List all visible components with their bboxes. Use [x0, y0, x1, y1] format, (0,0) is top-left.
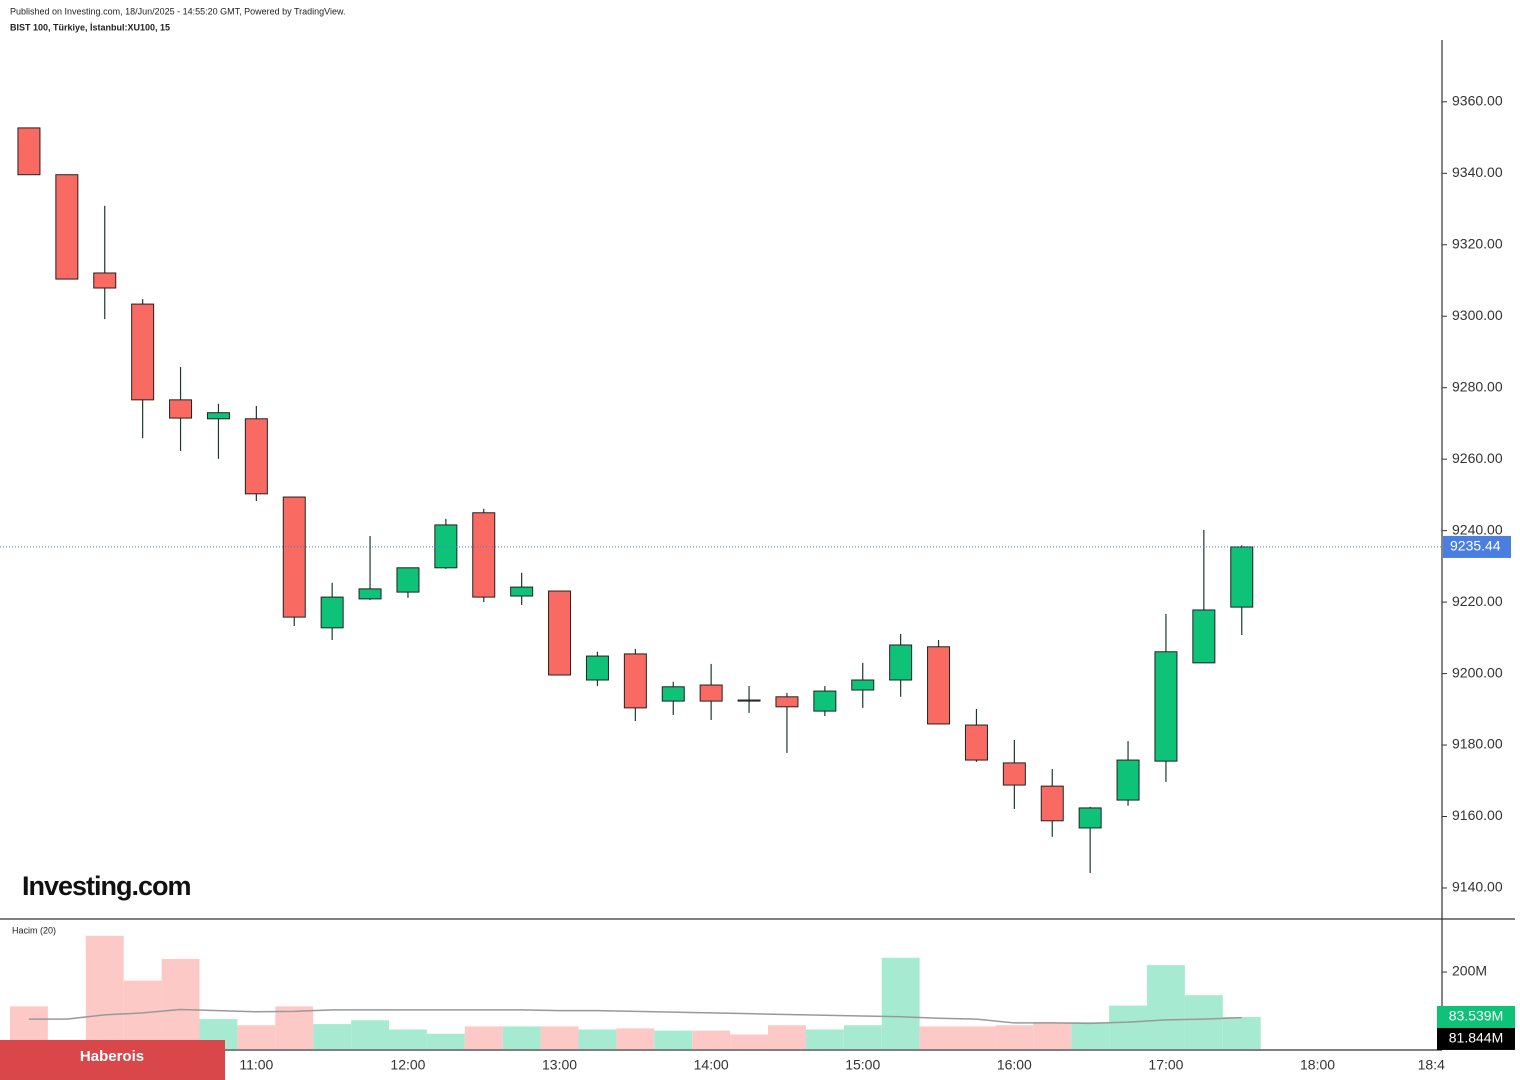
volume-bar: [313, 1024, 352, 1050]
candle-body: [93, 272, 117, 289]
volume-bar: [919, 1026, 958, 1050]
candle-body: [927, 646, 951, 725]
volume-bar: [1184, 995, 1223, 1050]
volume-bar: [995, 1025, 1034, 1050]
candle-body: [851, 679, 875, 691]
candle-body: [889, 644, 913, 681]
x-tick-label: 16:00: [997, 1057, 1032, 1073]
volume-bar: [237, 1025, 276, 1050]
x-tick-label: 15:00: [845, 1057, 880, 1073]
y-tick-label: 9180.00: [1452, 736, 1503, 752]
volume-bar: [881, 957, 920, 1050]
y-tick-label: 9240.00: [1452, 521, 1503, 537]
candle-body: [1002, 762, 1026, 786]
candle-body: [699, 684, 723, 702]
volume-bar: [389, 1029, 427, 1050]
candle-body: [510, 586, 534, 597]
x-tick-label: 13:00: [542, 1057, 577, 1073]
volume-bar: [1147, 965, 1185, 1050]
volume-bar: [161, 958, 200, 1050]
volume-bar: [843, 1025, 882, 1050]
candle-body: [17, 127, 41, 176]
x-tick-label: 14:00: [694, 1057, 729, 1073]
y-tick-label: 9340.00: [1452, 164, 1503, 180]
candle-body: [206, 412, 230, 420]
value-label: 81.844M: [1449, 1030, 1503, 1046]
value-badge: [1437, 1027, 1515, 1050]
y-tick-label: 9200.00: [1452, 664, 1503, 680]
value-badge: [1437, 1005, 1515, 1028]
y-tick-label: 9260.00: [1452, 450, 1503, 466]
x-tick-label: 18:4: [1418, 1057, 1445, 1073]
candle-body: [585, 655, 609, 681]
watermark-box: [0, 1040, 225, 1080]
volume-bar: [351, 1020, 389, 1050]
symbol-label: BIST 100, Türkiye, İstanbul:XU100, 15: [10, 22, 170, 32]
candle-body: [1040, 785, 1064, 822]
published-note: Published on Investing.com, 18/Jun/2025 …: [10, 6, 346, 16]
candle-body: [1116, 759, 1140, 801]
volume-bar: [957, 1026, 996, 1050]
volume-bar: [805, 1029, 844, 1050]
volume-bar: [123, 980, 162, 1050]
volume-bar: [540, 1026, 579, 1050]
watermark: Haberois: [80, 1048, 144, 1065]
x-tick-label: 12:00: [390, 1057, 425, 1073]
last-price-label: 9235.44: [1450, 538, 1501, 554]
volume-bar: [692, 1030, 731, 1050]
candle-body: [434, 524, 458, 569]
volume-bar: [275, 1006, 314, 1050]
candle-body: [661, 686, 685, 702]
volume-bar: [768, 1025, 806, 1050]
logo: Investing.com: [22, 871, 191, 901]
candle-body: [244, 418, 268, 495]
last-price-badge: [1443, 535, 1511, 558]
candle-body: [737, 699, 761, 702]
candle-body: [472, 512, 496, 598]
candle-body: [623, 653, 647, 709]
volume-bar: [1109, 1005, 1147, 1050]
x-tick-label: 11:00: [239, 1057, 273, 1073]
candle-body: [1154, 651, 1178, 762]
volume-bar: [654, 1030, 693, 1050]
y-tick-label: 9140.00: [1452, 879, 1503, 895]
y-tick-label: 9160.00: [1452, 807, 1503, 823]
volume-title: Hacim (20): [12, 925, 56, 935]
volume-bar: [502, 1026, 541, 1050]
candle-body: [358, 588, 382, 600]
volume-bar: [1033, 1022, 1072, 1050]
candle-body: [131, 303, 155, 401]
candle-body: [964, 724, 988, 761]
candle-body: [169, 399, 193, 419]
moving-average: [28, 1008, 1242, 1025]
y-tick-label: 200M: [1452, 963, 1487, 979]
candle-body: [55, 174, 79, 280]
candle-body: [1230, 546, 1254, 608]
volume-bar: [730, 1034, 768, 1050]
candle-body: [775, 696, 799, 708]
y-tick-label: 9360.00: [1452, 93, 1503, 109]
candle-body: [282, 496, 306, 618]
y-tick-label: 9280.00: [1452, 378, 1503, 394]
x-tick-label: 18:00: [1300, 1057, 1335, 1073]
volume-bar: [1222, 1016, 1261, 1050]
candle-body: [1078, 807, 1102, 829]
value-label: 83.539M: [1449, 1008, 1503, 1024]
candle-body: [1192, 609, 1216, 664]
volume-bar: [464, 1026, 503, 1050]
volume-bar: [1071, 1022, 1110, 1050]
y-tick-label: 9300.00: [1452, 307, 1503, 323]
volume-bar: [616, 1028, 655, 1050]
volume-bar: [85, 935, 124, 1050]
candle-body: [396, 567, 420, 593]
volume-bar: [426, 1033, 465, 1050]
x-tick-label: 17:00: [1148, 1057, 1183, 1073]
volume-bar: [578, 1029, 617, 1050]
candle-body: [548, 590, 572, 676]
y-tick-label: 9320.00: [1452, 235, 1503, 251]
candle-body: [813, 690, 837, 712]
candle-body: [320, 596, 344, 629]
y-tick-label: 9220.00: [1452, 593, 1503, 609]
